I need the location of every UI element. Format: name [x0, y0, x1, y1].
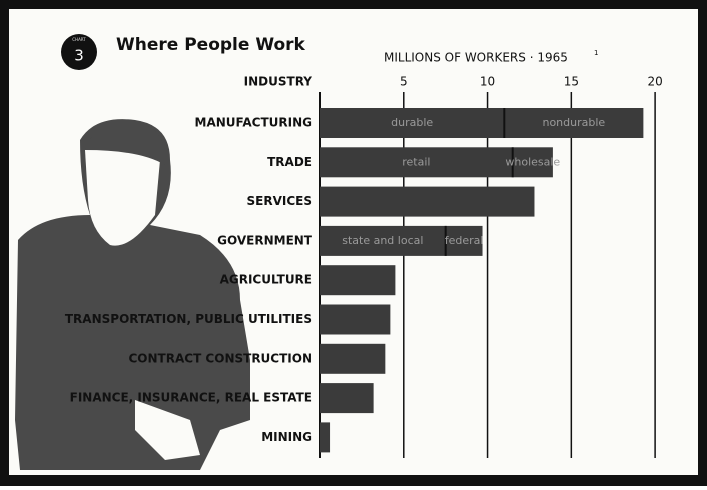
- bar-segment: [320, 305, 390, 335]
- category-label: TRANSPORTATION, PUBLIC UTILITIES: [65, 312, 312, 326]
- x-axis-title: MILLIONS OF WORKERS · 1965: [384, 51, 568, 65]
- bar-segment: [320, 187, 534, 217]
- chart-number: 3: [74, 47, 84, 65]
- x-tick-label: 5: [400, 75, 408, 89]
- segment-label: nondurable: [542, 116, 605, 129]
- chart-tag: CHART: [72, 37, 86, 42]
- category-label: MINING: [261, 430, 312, 444]
- bar-segment: [320, 422, 330, 452]
- category-label: GOVERNMENT: [217, 233, 313, 247]
- x-axis-note: 1: [594, 49, 598, 57]
- x-tick-label: 20: [647, 75, 662, 89]
- segment-label: wholesale: [505, 155, 560, 168]
- chart: CHART 3 Where People Work MILLIONS OF WO…: [0, 0, 707, 486]
- x-tick-label: 10: [480, 75, 495, 89]
- x-tick-label: 15: [564, 75, 579, 89]
- segment-label: durable: [391, 116, 433, 129]
- category-header: INDUSTRY: [244, 75, 313, 89]
- bar-segment: [320, 344, 385, 374]
- category-label: MANUFACTURING: [195, 116, 312, 130]
- bar-segment: [320, 383, 374, 413]
- chart-title: Where People Work: [116, 35, 306, 55]
- category-label: FINANCE, INSURANCE, REAL ESTATE: [70, 391, 312, 405]
- category-label: TRADE: [267, 155, 312, 169]
- category-label: AGRICULTURE: [220, 273, 312, 287]
- segment-label: state and local: [342, 234, 423, 247]
- category-label: CONTRACT CONSTRUCTION: [129, 351, 313, 365]
- segment-label: federal: [445, 234, 484, 247]
- bar-segment: [320, 265, 395, 295]
- category-label: SERVICES: [247, 194, 312, 208]
- segment-label: retail: [402, 155, 430, 168]
